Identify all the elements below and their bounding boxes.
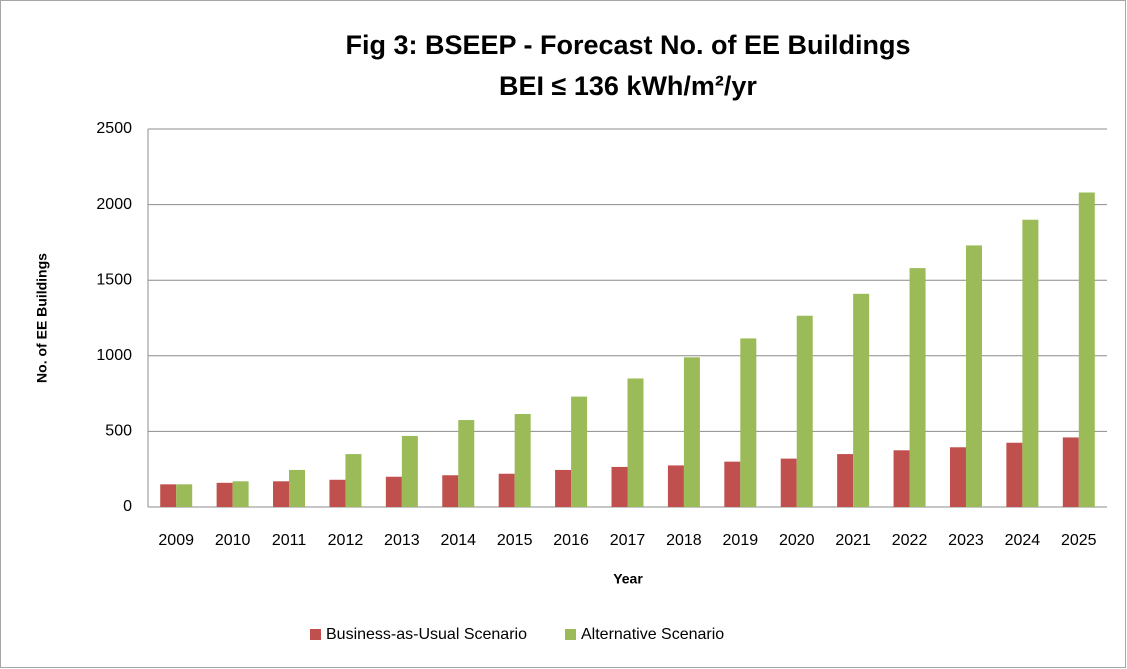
bar: [289, 469, 306, 507]
bar: [442, 475, 459, 507]
x-axis-title: Year: [613, 571, 643, 587]
bar: [458, 420, 475, 507]
x-tick-label: 2013: [384, 532, 420, 549]
bar: [176, 484, 193, 507]
bar: [385, 476, 402, 507]
bar: [571, 396, 588, 507]
x-tick-label: 2009: [158, 532, 194, 549]
bar: [949, 447, 966, 507]
bar: [909, 268, 926, 507]
x-tick-label: 2023: [948, 532, 984, 549]
bar: [329, 479, 346, 507]
bar: [1022, 219, 1039, 507]
legend-label: Business-as-Usual Scenario: [326, 626, 527, 643]
bar: [611, 466, 628, 507]
y-tick-label: 2000: [96, 196, 132, 213]
bar: [1062, 437, 1079, 507]
bar: [965, 245, 982, 507]
bar: [667, 465, 684, 507]
y-tick-label: 500: [105, 423, 132, 440]
x-tick-label: 2020: [779, 532, 815, 549]
y-tick-label: 2500: [96, 120, 132, 137]
bar: [555, 469, 572, 507]
x-tick-label: 2024: [1005, 532, 1041, 549]
legend-swatch: [565, 629, 576, 640]
bar: [627, 378, 644, 507]
x-tick-label: 2019: [723, 532, 759, 549]
bar: [780, 458, 797, 507]
bar: [853, 293, 870, 507]
y-tick-label: 0: [123, 498, 132, 515]
bar: [837, 454, 854, 507]
x-tick-label: 2014: [440, 532, 476, 549]
x-tick-label: 2021: [835, 532, 871, 549]
legend-swatch: [310, 629, 321, 640]
x-tick-label: 2012: [328, 532, 364, 549]
chart-subtitle: BEI ≤ 136 kWh/m²/yr: [499, 71, 757, 101]
x-tick-label: 2015: [497, 532, 533, 549]
bar: [740, 338, 757, 507]
bar: [273, 481, 290, 507]
x-tick-label: 2018: [666, 532, 702, 549]
bar: [893, 450, 910, 507]
y-tick-label: 1000: [96, 347, 132, 364]
x-tick-label: 2011: [272, 532, 307, 549]
y-tick-label: 1500: [96, 271, 132, 288]
bar: [160, 484, 177, 507]
x-tick-label: 2017: [610, 532, 646, 549]
bar: [683, 357, 700, 507]
bar: [498, 473, 515, 507]
bar: [514, 414, 531, 507]
x-tick-label: 2025: [1061, 532, 1097, 549]
bar: [724, 461, 741, 507]
bar: [1006, 442, 1023, 507]
x-tick-label: 2010: [215, 532, 251, 549]
bar: [1078, 192, 1095, 507]
bar: [401, 435, 418, 507]
bar: [345, 454, 362, 507]
x-tick-label: 2022: [892, 532, 928, 549]
x-tick-label: 2016: [553, 532, 589, 549]
bar: [232, 481, 249, 507]
bar: [216, 482, 233, 507]
y-axis-title: No. of EE Buildings: [34, 253, 50, 383]
legend-label: Alternative Scenario: [581, 626, 724, 643]
chart-title: Fig 3: BSEEP - Forecast No. of EE Buildi…: [345, 30, 910, 60]
bar: [796, 315, 813, 507]
